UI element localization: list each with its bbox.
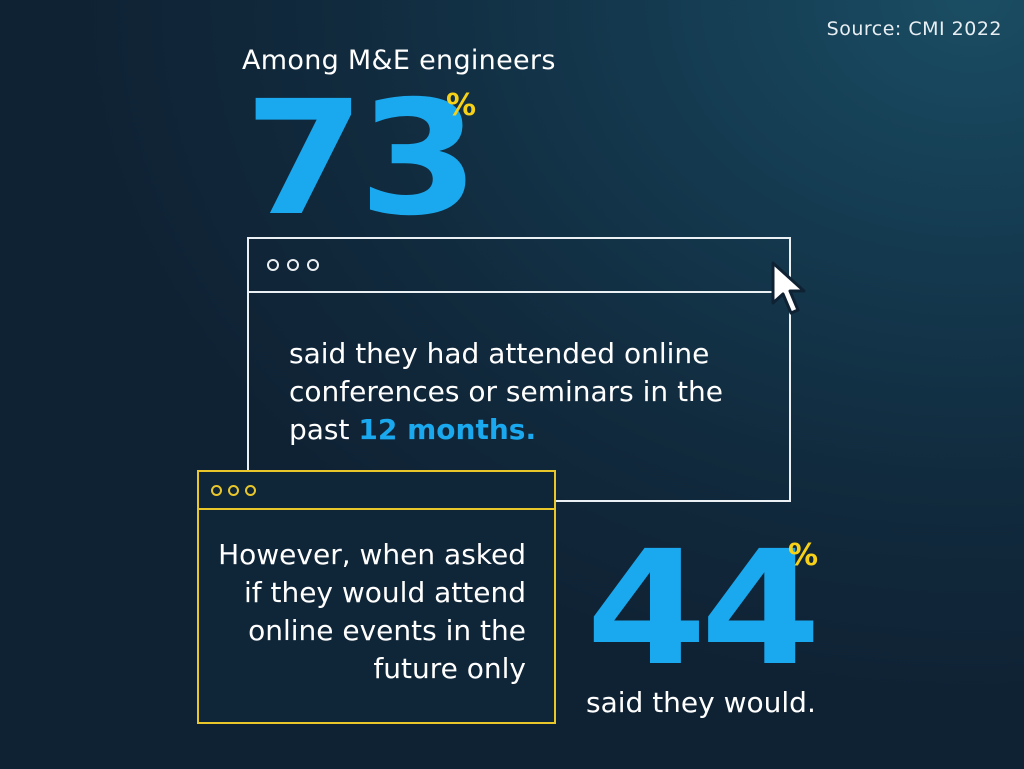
window-dot-icon [307,259,319,271]
window-dot-icon [245,484,256,496]
window-dot-icon [267,259,279,271]
mouse-pointer-icon [771,261,806,315]
browser-window-yellow: However, when asked if they would attend… [197,470,556,724]
window-titlebar [199,472,554,510]
stat-73-percent-sign: % [446,88,477,123]
stat-44-percent-sign: % [788,538,819,573]
intro-heading: Among M&E engineers [242,45,556,76]
stat-44-lead-text: However, when asked if they would attend… [218,538,526,685]
window-titlebar [249,239,789,293]
stat-44-conclusion: said they would. [586,686,816,719]
window-dot-icon [287,259,299,271]
browser-window-white: said they had attended online conference… [247,237,791,502]
stat-73-text: said they had attended online conference… [289,337,724,446]
stat-73-highlight: 12 months. [358,413,537,446]
source-citation: Source: CMI 2022 [826,18,1002,40]
window-dot-icon [228,484,239,496]
stat-44-number: 44 [586,517,821,701]
stat-73-number: 73 [244,67,479,251]
window-dot-icon [211,484,222,496]
stat-73-description: said they had attended online conference… [289,335,769,449]
